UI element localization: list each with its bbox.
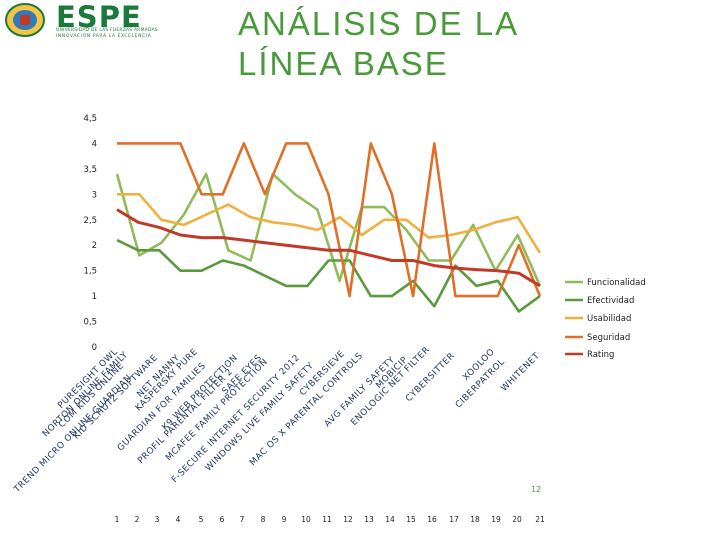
logo-subtitle: UNIVERSIDAD DE LAS FUERZAS ARMADAS — [56, 28, 158, 33]
x-number-label: 18 — [470, 515, 480, 524]
category-label: WHITENET — [499, 351, 542, 394]
page-number: 12 — [531, 485, 541, 494]
x-number-label: 10 — [301, 515, 311, 524]
x-number-label: 13 — [364, 515, 374, 524]
series-lines — [115, 142, 542, 313]
y-tick-label: 1 — [92, 292, 97, 302]
y-tick-label: 2 — [92, 241, 97, 251]
legend-label: Funcionalidad — [587, 278, 646, 288]
x-number-label: 17 — [449, 515, 459, 524]
legend: Funcionalidad Efectividad Usabilidad Seguri… — [565, 278, 646, 360]
y-tick-label: 0,5 — [83, 318, 97, 328]
x-number-label: 7 — [240, 515, 245, 524]
x-number-label: 4 — [176, 515, 181, 524]
series-line-usabilidad — [117, 193, 542, 254]
x-number-label: 1 — [115, 515, 120, 524]
x-number-label: 21 — [535, 515, 545, 524]
x-number-label: 6 — [220, 515, 225, 524]
y-axis: 0 0,5 1 1,5 2 2,5 3 3,5 4 4,5 — [83, 114, 97, 353]
x-number-label: 9 — [282, 515, 287, 524]
logo-word: ESPE — [56, 0, 142, 34]
y-tick-label: 3 — [92, 190, 97, 200]
x-number-label: 3 — [155, 515, 160, 524]
x-number-label: 11 — [322, 515, 332, 524]
x-number-label: 5 — [199, 515, 204, 524]
y-tick-label: 4 — [92, 139, 97, 149]
y-tick-label: 0 — [92, 343, 97, 353]
x-number-label: 2 — [135, 515, 140, 524]
y-tick-label: 4,5 — [83, 114, 97, 124]
x-number-label: 15 — [406, 515, 416, 524]
logo-tagline: INNOVACIÓN PARA LA EXCELENCIA — [56, 34, 152, 39]
x-number-label: 12 — [343, 515, 353, 524]
legend-label: Seguridad — [587, 333, 630, 343]
x-number-label: 8 — [261, 515, 266, 524]
x-number-label: 14 — [385, 515, 395, 524]
y-tick-label: 3,5 — [83, 165, 97, 175]
y-tick-label: 1,5 — [83, 267, 97, 277]
slide-title: ANÁLISIS DE LA LÍNEA BASE — [238, 5, 518, 82]
x-number-label: 20 — [512, 515, 522, 524]
legend-label: Efectividad — [587, 296, 634, 306]
x-number-label: 16 — [427, 515, 437, 524]
legend-label: Usabilidad — [587, 314, 631, 324]
legend-label: Rating — [587, 350, 614, 360]
espe-logo: ESPE UNIVERSIDAD DE LAS FUERZAS ARMADAS … — [4, 0, 180, 39]
y-tick-label: 2,5 — [83, 216, 97, 226]
university-seal-icon — [5, 3, 45, 37]
x-numbers: 1 2 3 4 5 6 7 8 9 10 11 12 13 14 15 16 17 18 19 20 21 — [115, 515, 545, 524]
x-number-label: 19 — [491, 515, 501, 524]
